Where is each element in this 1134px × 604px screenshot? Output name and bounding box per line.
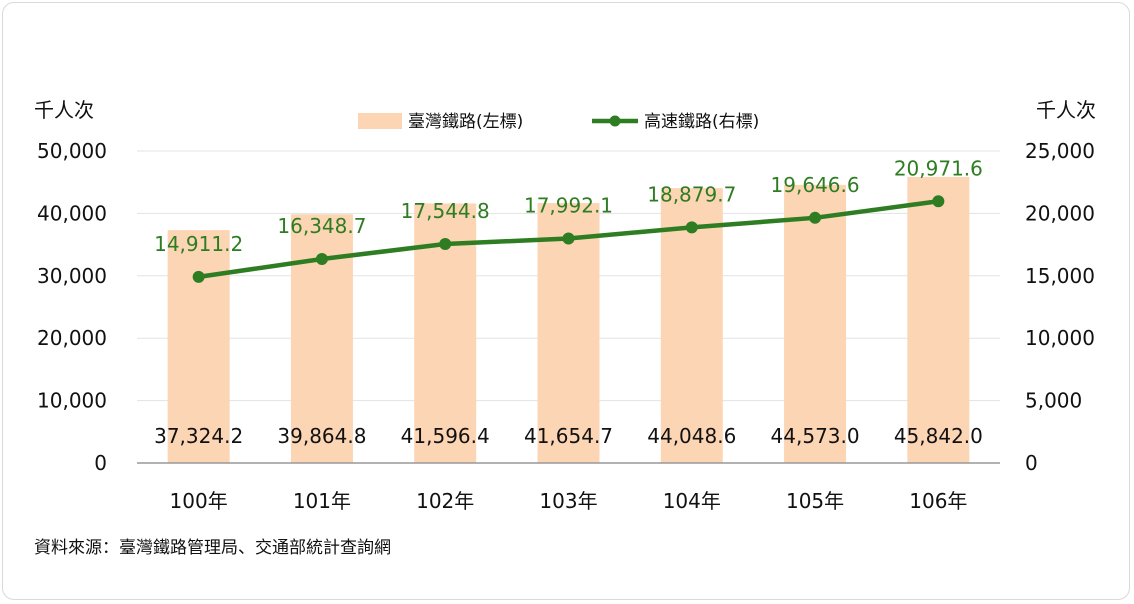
- line-value-label: 16,348.7: [277, 214, 366, 238]
- bar: [660, 188, 723, 464]
- line-point: [932, 195, 945, 208]
- left-axis-unit-label: 千人次: [34, 98, 94, 122]
- x-tick-label: 103年: [539, 489, 597, 513]
- bar-value-label: 39,864.8: [277, 424, 366, 448]
- x-tick-label: 106年: [909, 489, 967, 513]
- right-tick-label: 15,000: [1025, 264, 1095, 288]
- line-point: [562, 232, 575, 245]
- right-tick-label: 25,000: [1025, 139, 1095, 163]
- right-tick-label: 5,000: [1025, 389, 1082, 413]
- line-value-label: 17,544.8: [401, 199, 490, 223]
- x-tick-label: 101年: [293, 489, 351, 513]
- left-tick-label: 20,000: [37, 326, 107, 350]
- line-point: [315, 252, 328, 265]
- legend: 臺灣鐵路(左標) 高速鐵路(右標): [358, 112, 759, 132]
- right-tick-label: 0: [1025, 451, 1038, 475]
- legend-line-label: 高速鐵路(右標): [644, 112, 759, 132]
- line-value-label: 17,992.1: [524, 193, 613, 217]
- line-value-label: 14,911.2: [154, 232, 243, 256]
- bar-value-label: 44,048.6: [647, 424, 736, 448]
- left-tick-label: 30,000: [37, 264, 107, 288]
- bar: [167, 230, 230, 463]
- bar: [784, 184, 847, 463]
- line-value-label: 20,971.6: [894, 156, 983, 180]
- bar-value-label: 44,573.0: [771, 424, 860, 448]
- right-tick-label: 10,000: [1025, 326, 1095, 350]
- x-tick-label: 104年: [663, 489, 721, 513]
- source-note: 資料來源：臺灣鐵路管理局、交通部統計查詢網: [34, 538, 391, 558]
- bar-value-label: 45,842.0: [894, 424, 983, 448]
- right-axis-ticks: 0 5,000 10,000 15,000 20,000 25,000: [1025, 139, 1095, 475]
- bar-value-label: 37,324.2: [154, 424, 243, 448]
- bar: [537, 203, 600, 463]
- bar-value-label: 41,654.7: [524, 424, 613, 448]
- x-tick-label: 100年: [170, 489, 228, 513]
- line-point: [809, 211, 822, 224]
- left-tick-label: 0: [94, 451, 107, 475]
- right-axis-unit-label: 千人次: [1036, 98, 1096, 122]
- x-tick-label: 102年: [416, 489, 474, 513]
- bar-value-label: 41,596.4: [401, 424, 490, 448]
- left-tick-label: 50,000: [37, 139, 107, 163]
- legend-line-marker: [609, 115, 621, 127]
- left-tick-label: 40,000: [37, 201, 107, 225]
- line-value-label: 18,879.7: [647, 182, 736, 206]
- x-tick-label: 105年: [786, 489, 844, 513]
- legend-bar-swatch: [358, 113, 402, 129]
- left-tick-label: 10,000: [37, 389, 107, 413]
- left-axis-ticks: 0 10,000 20,000 30,000 40,000 50,000: [37, 139, 107, 475]
- line-point: [439, 238, 452, 251]
- right-tick-label: 20,000: [1025, 201, 1095, 225]
- line-series: 14,911.2 16,348.7 17,544.8 17,992.1 18,879.7…: [154, 156, 983, 283]
- line-point: [192, 270, 205, 283]
- bar: [907, 176, 970, 463]
- line-point: [685, 221, 698, 234]
- legend-bar-label: 臺灣鐵路(左標): [408, 112, 523, 132]
- x-axis-ticks: 100年 101年 102年 103年 104年 105年 106年: [170, 489, 968, 513]
- line-value-label: 19,646.6: [771, 173, 860, 197]
